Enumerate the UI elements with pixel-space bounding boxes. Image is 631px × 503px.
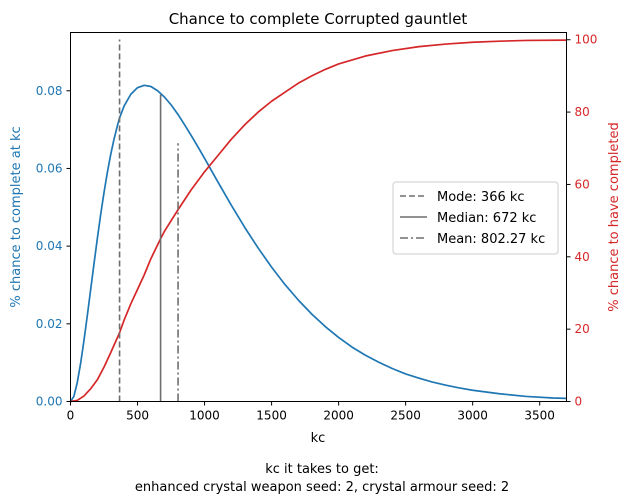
left-y-tick-label: 0.06 bbox=[36, 161, 63, 175]
cdf-series-line bbox=[70, 39, 567, 403]
caption-line-2: enhanced crystal weapon seed: 2, crystal… bbox=[135, 480, 509, 495]
legend-box bbox=[392, 181, 559, 255]
right-axis-label: % chance to have completed bbox=[607, 122, 622, 312]
x-axis-label: kc bbox=[311, 431, 326, 446]
right-y-tick-label: 20 bbox=[575, 322, 590, 336]
x-tick-label: 2500 bbox=[390, 409, 421, 423]
left-y-tick-label: 0.02 bbox=[36, 317, 63, 331]
legend-mode-label: Mode: 366 kc bbox=[437, 190, 525, 205]
left-y-tick-label: 0.04 bbox=[36, 239, 63, 253]
x-tick-label: 3500 bbox=[524, 409, 555, 423]
right-y-tick-label: 60 bbox=[575, 177, 590, 191]
legend-median-label: Median: 672 kc bbox=[437, 211, 536, 226]
right-y-tick-label: 100 bbox=[575, 33, 598, 47]
left-y-tick-label: 0.00 bbox=[36, 395, 63, 409]
x-tick-label: 1500 bbox=[256, 409, 287, 423]
plot-area: 0 500 1000 1500 2000 2500 3000 35000.000.020.04… bbox=[36, 33, 598, 423]
chart-title: Chance to complete Corrupted gauntlet bbox=[169, 10, 468, 28]
legend: Mode: 366 kc Median: 672 kc Mean: 802.27… bbox=[392, 181, 559, 255]
right-y-tick-label: 40 bbox=[575, 250, 590, 264]
caption-line-1: kc it takes to get: bbox=[265, 462, 379, 477]
x-tick-label: 0 bbox=[67, 409, 75, 423]
x-tick-label: 2000 bbox=[323, 409, 354, 423]
left-y-tick-label: 0.08 bbox=[36, 84, 63, 98]
legend-mean-label: Mean: 802.27 kc bbox=[437, 232, 545, 247]
left-axis-label: % chance to complete at kc bbox=[9, 126, 24, 307]
x-tick-label: 500 bbox=[126, 409, 149, 423]
x-tick-label: 3000 bbox=[457, 409, 488, 423]
right-y-tick-label: 80 bbox=[575, 105, 590, 119]
plot-frame bbox=[70, 32, 567, 402]
right-y-tick-label: 0 bbox=[575, 395, 583, 409]
x-tick-label: 1000 bbox=[189, 409, 220, 423]
pdf-series-line bbox=[69, 84, 567, 402]
